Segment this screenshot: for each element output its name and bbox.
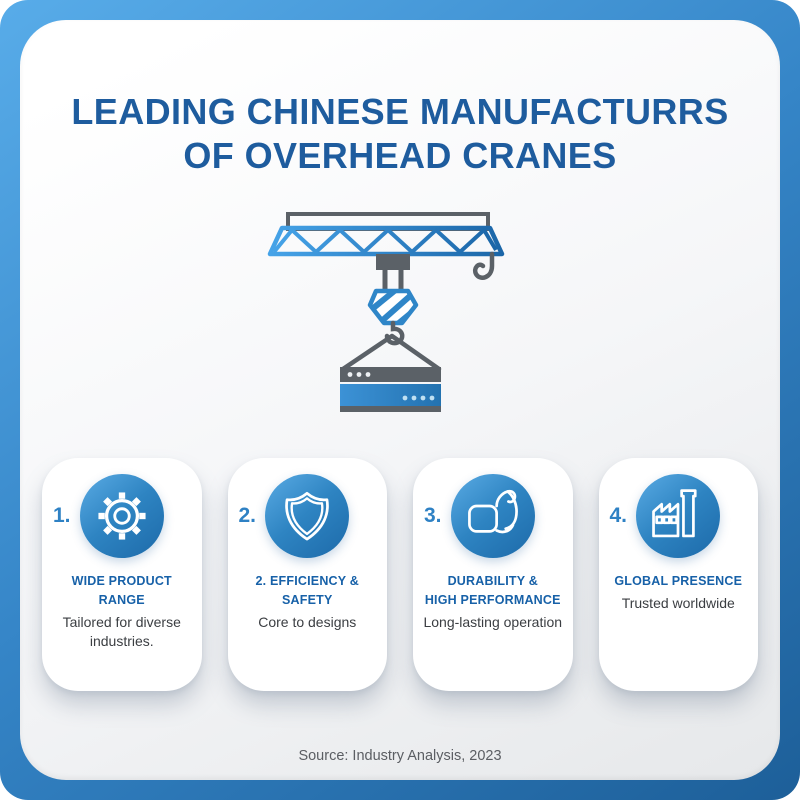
card-wide-product-range: 1. WIDE PRODUCT RANGE Tailored for diver… — [42, 458, 202, 691]
feature-cards-row: 1. WIDE PRODUCT RANGE Tailored for diver… — [42, 458, 758, 691]
page-title: LEADING CHINESE MANUFACTURRS OF OVERHEAD… — [40, 90, 760, 178]
factory-icon — [636, 474, 721, 558]
page-title-line2: OF OVERHEAD CRANES — [183, 134, 617, 176]
card-heading: WIDE PRODUCT RANGE — [71, 574, 172, 607]
card-description: Long-lasting operation — [423, 613, 563, 630]
card-heading: DURABILITY & HIGH PERFORMANCE — [424, 574, 561, 607]
card-efficiency-safety: 2. 2. EFFICIENCY & SAFETY Core to design… — [227, 458, 387, 691]
gear-icon — [79, 474, 164, 558]
card-description: Tailored for diverse industries. — [62, 613, 181, 649]
card-number: 3. — [424, 504, 442, 527]
page-title-line1: LEADING CHINESE MANUFACTURRS — [71, 91, 729, 132]
overhead-crane-illustration — [240, 196, 560, 441]
card-description: Trusted worldwide — [621, 594, 735, 611]
muscle-icon — [450, 474, 535, 558]
card-heading: 2. EFFICIENCY & SAFETY — [255, 574, 359, 607]
shield-icon — [265, 474, 350, 558]
card-durability-performance: 3. DURABILITY & HIGH PERFORMANCE Long-la… — [413, 458, 573, 691]
card-description: Core to designs — [258, 613, 357, 630]
card-number: 2. — [238, 504, 257, 527]
card-global-presence: 4. GLOBAL PRESENCE Trusted worldwide — [598, 458, 758, 691]
card-number: 1. — [53, 504, 71, 527]
card-number: 4. — [609, 504, 628, 527]
card-heading: GLOBAL PRESENCE — [614, 574, 743, 588]
source-note: Source: Industry Analysis, 2023 — [298, 748, 502, 764]
